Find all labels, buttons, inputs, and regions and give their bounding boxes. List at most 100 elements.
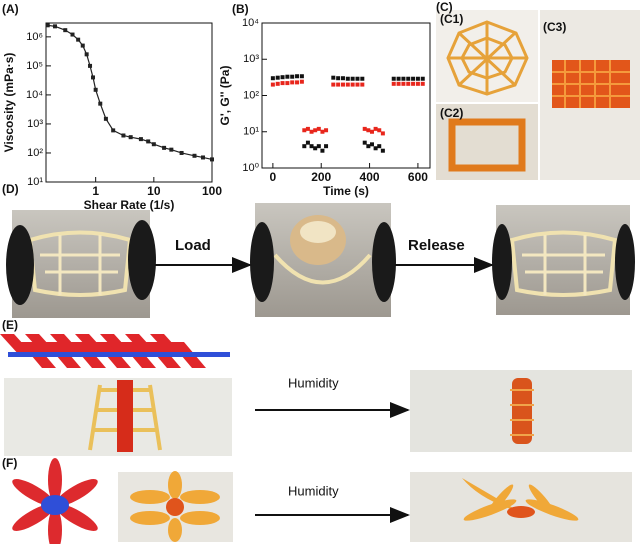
panel-label: (E) [2, 318, 18, 332]
data-point [324, 128, 329, 133]
data-line [47, 24, 213, 160]
data-point [88, 63, 93, 68]
data-point [320, 129, 325, 134]
panel-label: (F) [2, 456, 17, 470]
y-tick-label: 10³ [243, 53, 259, 65]
data-point [366, 144, 371, 149]
data-point [76, 37, 81, 42]
x-tick-label: 0 [270, 170, 277, 184]
data-point [396, 76, 401, 81]
data-point [53, 24, 58, 29]
schematic-f [12, 458, 632, 549]
annotation: Humidity [288, 483, 339, 498]
data-point [340, 82, 345, 87]
data-point [200, 155, 205, 160]
schematic-e [0, 334, 632, 456]
data-point [313, 128, 318, 133]
panel-label: (C3) [543, 20, 566, 34]
y-tick-label: 10⁰ [242, 162, 259, 174]
data-point [362, 140, 367, 145]
annotation: Release [408, 237, 465, 254]
x-tick-label: 100 [202, 184, 222, 198]
data-point [362, 126, 367, 131]
data-point [121, 133, 126, 138]
data-point [309, 144, 314, 149]
plot-frame [261, 22, 431, 169]
data-point [63, 28, 68, 33]
annotation: Load [175, 237, 211, 254]
x-tick-label: 10 [147, 184, 161, 198]
y-axis-label: G', G'' (Pa) [218, 66, 232, 126]
x-axis-label: Shear Rate (1/s) [84, 198, 175, 212]
data-point [391, 76, 396, 81]
panel-label: (C1) [440, 12, 463, 26]
data-point [377, 144, 382, 149]
data-point [270, 76, 275, 81]
data-point [396, 81, 401, 86]
panel-label: (C2) [440, 106, 463, 120]
data-point [70, 32, 75, 37]
data-point [299, 74, 304, 79]
data-point [369, 129, 374, 134]
data-point [305, 126, 310, 131]
data-point [320, 148, 325, 153]
data-point [80, 43, 85, 48]
annotation: Humidity [288, 375, 339, 390]
data-point [275, 75, 280, 80]
data-point [350, 76, 355, 81]
data-point [360, 76, 365, 81]
data-point [290, 74, 295, 79]
data-point [331, 82, 336, 87]
data-point [401, 81, 406, 86]
panel-label: (A) [2, 2, 19, 16]
data-point [380, 131, 385, 136]
data-point [111, 128, 116, 133]
data-point [305, 140, 310, 145]
data-point [355, 82, 360, 87]
panel-label: (C) [436, 0, 453, 14]
plot-frame [45, 22, 213, 183]
data-point [103, 116, 108, 121]
data-point [290, 80, 295, 85]
data-point [128, 135, 133, 140]
x-tick-label: 1 [92, 184, 99, 198]
data-point [373, 126, 378, 131]
data-point [336, 82, 341, 87]
data-point [355, 76, 360, 81]
data-point [345, 76, 350, 81]
data-point [295, 80, 300, 85]
data-point [360, 82, 365, 87]
y-tick-label: 10⁴ [242, 17, 259, 29]
data-point [84, 52, 89, 57]
data-point [380, 148, 385, 153]
data-point [331, 75, 336, 80]
data-point [93, 87, 98, 92]
data-point [210, 157, 214, 162]
data-point [45, 23, 50, 28]
data-point [366, 128, 371, 133]
data-point [420, 76, 425, 81]
y-axis-label: Viscosity (mPa·s) [2, 53, 16, 153]
data-point [406, 76, 411, 81]
data-point [302, 144, 307, 149]
data-point [340, 76, 345, 81]
data-point [270, 82, 275, 87]
data-point [316, 126, 321, 131]
data-point [192, 153, 197, 158]
data-point [295, 74, 300, 79]
data-point [350, 82, 355, 87]
data-point [373, 146, 378, 151]
y-tick-label: 10³ [27, 118, 43, 130]
data-point [369, 142, 374, 147]
panel-label: (D) [2, 182, 19, 196]
data-point [285, 81, 290, 86]
data-point [285, 74, 290, 79]
data-point [420, 81, 425, 86]
data-point [313, 146, 318, 151]
data-point [324, 144, 329, 149]
data-point [151, 142, 156, 147]
data-point [98, 101, 103, 106]
data-point [411, 76, 416, 81]
data-point [345, 82, 350, 87]
x-tick-label: 400 [360, 170, 380, 184]
